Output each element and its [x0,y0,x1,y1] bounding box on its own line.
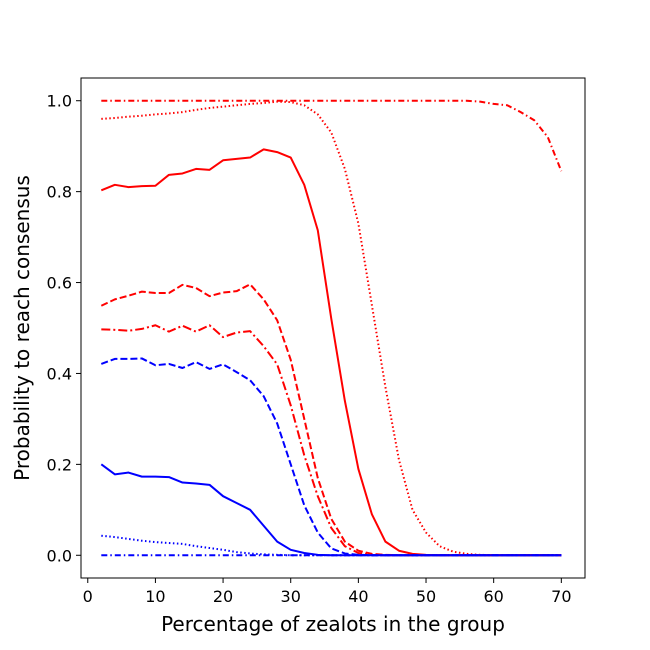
series-line-6 [100,357,562,557]
series-line-4 [100,283,562,557]
x-tick-label: 20 [213,587,233,606]
plot-frame [80,77,586,579]
x-tick-label: 50 [416,587,436,606]
y-tick-label: 0.0 [47,546,72,565]
x-tick-label: 70 [551,587,571,606]
x-tick-label: 30 [281,587,301,606]
series-line-2 [101,100,562,557]
series-line-1 [101,99,563,172]
series-layer [100,99,563,557]
series-line-8 [101,534,562,557]
x-axis-title: Percentage of zealots in the group [161,612,505,636]
y-tick-label: 0.2 [47,455,72,474]
y-axis: 0.0 0.2 0.4 0.6 0.8 1.0 [47,92,81,565]
y-tick-label: 0.8 [47,183,72,202]
x-tick-label: 10 [145,587,165,606]
x-tick-label: 60 [483,587,503,606]
y-tick-label: 1.0 [47,92,72,111]
y-axis-title: Probability to reach consensus [10,175,34,481]
x-tick-label: 40 [348,587,368,606]
y-tick-label: 0.4 [47,364,72,383]
series-line-7 [100,463,562,557]
series-line-3 [100,148,562,557]
x-tick-label: 0 [83,587,93,606]
x-axis: 0 10 20 30 40 50 60 70 [83,578,572,606]
y-tick-label: 0.6 [47,274,72,293]
